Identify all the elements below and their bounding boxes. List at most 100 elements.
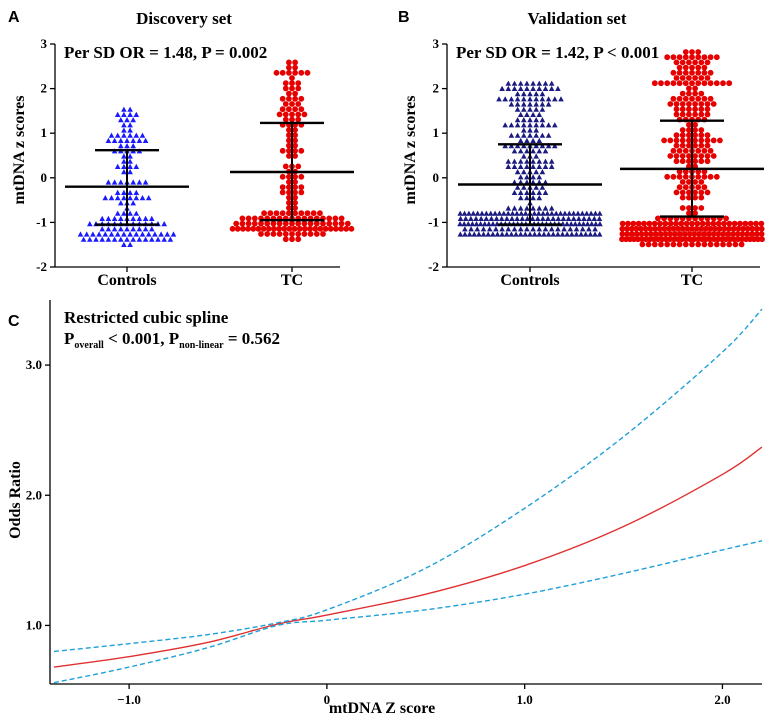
panel-b-point-controls <box>545 122 552 128</box>
panel-b-point-controls <box>542 189 549 195</box>
panel-b-point-controls <box>517 226 524 232</box>
panel-b-point-tc <box>720 80 726 87</box>
panel-b-point-controls <box>514 132 521 138</box>
panel-b-point-controls <box>481 221 488 227</box>
panel-a-point-tc <box>289 236 295 243</box>
panel-c-line-lower-95-ci <box>53 540 763 684</box>
panel-b-point-tc <box>625 220 631 227</box>
panel-a-point-tc <box>292 106 298 113</box>
panel-b-point-controls <box>542 163 549 169</box>
panel-a-point-tc <box>289 85 295 92</box>
panel-b-point-controls <box>486 221 492 227</box>
panel-b-point-tc <box>701 173 708 180</box>
panel-b-point-controls <box>536 85 543 91</box>
panel-b-point-tc <box>673 189 680 196</box>
panel-a-ticks: -2 -1 0 1 2 3 <box>36 36 293 274</box>
panel-a-point-tc <box>286 127 292 133</box>
panel-b-point-tc <box>695 168 702 175</box>
panel-b-point-tc <box>670 95 677 102</box>
panel-b-point-tc <box>755 236 761 243</box>
panel-a-point-controls <box>124 143 130 149</box>
panel-a-point-controls <box>127 163 133 169</box>
panel-b-point-controls <box>527 106 533 112</box>
panel-b-point-controls <box>548 85 555 91</box>
panel-c: C Restricted cubic spline Poverall < 0.0… <box>7 300 763 717</box>
panel-b-point-controls <box>508 231 515 237</box>
panel-b-point-tc <box>655 236 661 243</box>
panel-a-ytick-label: 3 <box>41 36 48 51</box>
panel-b-point-tc <box>679 59 686 66</box>
panel-b-title: Validation set <box>527 9 626 28</box>
panel-b-point-tc <box>740 225 746 232</box>
panel-b-point-tc <box>657 231 664 237</box>
panel-b-point-tc <box>689 80 695 87</box>
panel-a-point-tc <box>292 69 298 76</box>
panel-b-point-tc <box>673 220 679 227</box>
panel-b-point-controls <box>511 163 518 169</box>
panel-b-point-tc <box>647 225 654 232</box>
panel-c-xtick-label: 1.0 <box>517 692 533 707</box>
panel-b-point-tc <box>667 153 674 159</box>
panel-b-point-controls <box>536 148 543 154</box>
panel-c-lines <box>53 308 763 684</box>
panel-b-point-tc <box>689 220 695 227</box>
panel-a-annotation: Per SD OR = 1.48, P = 0.002 <box>64 43 267 62</box>
panel-a-point-controls <box>133 163 140 169</box>
panel-a-point-tc <box>292 199 298 206</box>
panel-a-point-tc <box>322 225 329 232</box>
panel-a-point-controls <box>118 143 124 149</box>
panel-a-point-controls <box>130 200 136 206</box>
panel-b-point-tc <box>682 95 689 102</box>
panel-b-point-tc <box>676 241 683 248</box>
panel-b-point-controls <box>508 101 515 107</box>
panel-b-point-tc <box>661 137 667 144</box>
panel-b-point-tc <box>698 225 705 232</box>
panel-b-point-tc <box>682 80 689 87</box>
panel-b-point-tc <box>683 236 689 243</box>
panel-a-point-tc <box>286 64 292 71</box>
panel-b-point-tc <box>701 54 708 61</box>
panel-b-point-tc <box>749 231 755 237</box>
panel-b-point-controls <box>562 210 568 216</box>
panel-b-point-controls <box>564 221 570 227</box>
panel-b-point-tc <box>753 231 760 237</box>
panel-a-point-tc <box>291 225 298 232</box>
panel-b-point-controls <box>521 127 527 133</box>
panel-b-point-tc <box>679 132 686 139</box>
panel-b-point-tc <box>704 101 711 107</box>
panel-b-point-tc <box>698 59 705 66</box>
panel-b-point-controls <box>511 158 518 164</box>
panel-b-point-tc <box>683 220 690 227</box>
panel-b-point-tc <box>704 142 711 149</box>
panel-b-point-tc <box>679 111 686 118</box>
panel-a-point-controls <box>136 215 143 221</box>
panel-b-point-tc <box>686 132 692 139</box>
panel-b-point-controls <box>473 221 480 227</box>
panel-b-point-controls <box>588 210 594 216</box>
panel-b-point-controls <box>568 221 574 227</box>
panel-a-point-controls <box>114 111 121 117</box>
panel-b-point-controls <box>536 174 543 180</box>
panel-b-point-controls <box>521 106 527 112</box>
panel-b-point-controls <box>493 226 499 232</box>
panel-a-point-controls <box>127 106 133 112</box>
panel-b-point-tc <box>726 80 733 87</box>
panel-b-point-tc <box>679 205 686 211</box>
panel-b-point-controls <box>499 85 505 91</box>
panel-b-point-controls <box>545 215 551 221</box>
panel-b-point-tc <box>692 75 698 81</box>
panel-a-point-controls <box>139 132 146 138</box>
panel-a-point-controls <box>114 132 121 138</box>
panel-b-point-controls <box>480 226 487 232</box>
panel-a-point-controls <box>105 226 112 232</box>
panel-b-point-controls <box>536 80 543 86</box>
panel-a-point-controls <box>133 210 140 216</box>
panel-b-point-tc <box>684 225 691 232</box>
panel-b-point-tc <box>689 64 695 71</box>
panel-a-point-controls <box>93 236 99 242</box>
panel-b-point-tc <box>743 236 749 243</box>
panel-b-point-tc <box>731 236 737 243</box>
panel-b-point-tc <box>679 137 686 144</box>
panel-b-point-tc <box>645 241 652 248</box>
panel-b-point-tc <box>692 137 698 144</box>
